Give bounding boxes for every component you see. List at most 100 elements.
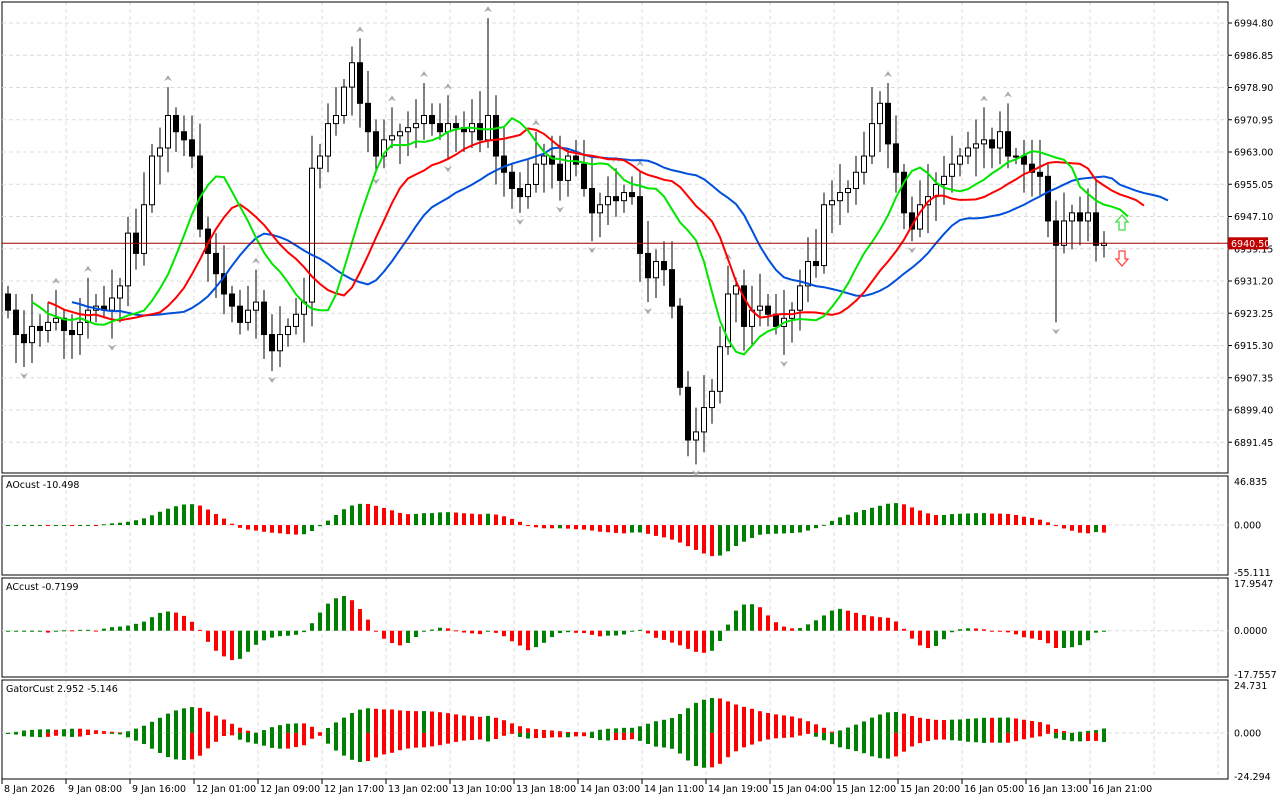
histogram-bar [694, 525, 698, 550]
time-label: 14 Jan 03:00 [580, 784, 640, 795]
histogram-bar [950, 719, 954, 733]
bull-candle [693, 431, 699, 441]
fractal-down-icon [780, 360, 788, 367]
histogram-bar [374, 630, 378, 632]
histogram-bar [190, 732, 194, 760]
histogram-bar [230, 630, 234, 661]
histogram-bar [790, 732, 794, 738]
histogram-bar [126, 732, 130, 738]
histogram-bar [150, 515, 154, 526]
histogram-bar [430, 732, 434, 747]
bull-candle [797, 285, 803, 311]
bull-candle [309, 167, 315, 303]
time-label: 9 Jan 08:00 [68, 784, 122, 795]
histogram-bar [454, 714, 458, 733]
bull-candle [1061, 220, 1067, 246]
fractal-up-icon [636, 160, 644, 167]
histogram-bar [878, 617, 882, 631]
histogram-bar [38, 630, 42, 632]
histogram-bar [326, 520, 330, 526]
histogram-bar [206, 630, 210, 642]
histogram-bar [798, 732, 802, 736]
histogram-bar [990, 513, 994, 526]
histogram-bar [190, 707, 194, 733]
histogram-bar [574, 732, 578, 737]
histogram-bar [406, 710, 410, 733]
histogram-bar [182, 708, 186, 733]
histogram-bar [782, 626, 786, 631]
bear-candle [229, 293, 235, 307]
fractal-up-icon [388, 95, 396, 102]
alligator-lips-line [31, 116, 1129, 356]
histogram-bar [646, 630, 650, 634]
histogram-bar [718, 525, 722, 556]
histogram-bar [422, 711, 426, 733]
histogram-bar [478, 716, 482, 733]
histogram-bar [622, 525, 626, 534]
histogram-bar [110, 731, 114, 733]
histogram-bar [982, 717, 986, 733]
histogram-bar [718, 630, 722, 642]
histogram-bar [1022, 719, 1026, 733]
histogram-bar [126, 625, 130, 631]
histogram-bar [990, 630, 994, 632]
price-tick-label: 6891.45 [1234, 438, 1273, 449]
histogram-bar [206, 711, 210, 733]
fractal-up-icon [356, 26, 364, 33]
histogram-bar [54, 630, 58, 632]
histogram-bar [262, 630, 266, 641]
bear-candle [637, 196, 643, 254]
histogram-bar [958, 732, 962, 741]
fractal-down-icon [908, 247, 916, 254]
histogram-bar [1006, 630, 1010, 633]
price-tick-label: 6970.95 [1234, 115, 1273, 126]
histogram-bar [646, 732, 650, 744]
fractal-up-icon [980, 95, 988, 102]
histogram-bar [262, 525, 266, 532]
histogram-bar [510, 630, 514, 642]
histogram-bar [742, 525, 746, 542]
histogram-bar [870, 616, 874, 631]
bull-candle [653, 261, 659, 279]
histogram-bar [838, 732, 842, 748]
histogram-bar [670, 630, 674, 643]
histogram-bar [278, 525, 282, 534]
histogram-bar [622, 630, 626, 635]
histogram-bar [950, 732, 954, 741]
bear-candle [365, 102, 371, 133]
histogram-bar [710, 630, 714, 651]
histogram-bar [686, 732, 690, 761]
histogram-bar [86, 524, 90, 526]
histogram-bar [518, 726, 522, 733]
histogram-bar [118, 522, 122, 526]
histogram-bar [550, 730, 554, 733]
histogram-bar [286, 525, 290, 535]
histogram-bar [750, 708, 754, 733]
histogram-bar [990, 732, 994, 743]
histogram-bar [958, 629, 962, 631]
histogram-bar [1046, 724, 1050, 733]
histogram-bar [934, 630, 938, 646]
histogram-bar [838, 730, 842, 733]
histogram-bar [846, 727, 850, 733]
histogram-bar [238, 525, 242, 528]
histogram-bar [726, 732, 730, 758]
histogram-bar [606, 732, 610, 741]
histogram-bar [198, 629, 202, 631]
histogram-bar [670, 718, 674, 733]
histogram-bar [694, 702, 698, 733]
histogram-bar [1014, 514, 1018, 526]
bear-candle [1045, 175, 1051, 222]
histogram-bar [1078, 731, 1082, 733]
bear-candle [5, 293, 11, 311]
histogram-bar [70, 732, 74, 737]
histogram-bar [614, 630, 618, 636]
bull-candle [165, 114, 171, 149]
histogram-bar [102, 628, 106, 631]
histogram-bar [6, 525, 10, 527]
indicator-min-label: -17.7557 [1234, 670, 1277, 681]
alligator-jaw-line [71, 146, 1169, 317]
histogram-bar [742, 604, 746, 631]
histogram-bar [334, 598, 338, 631]
